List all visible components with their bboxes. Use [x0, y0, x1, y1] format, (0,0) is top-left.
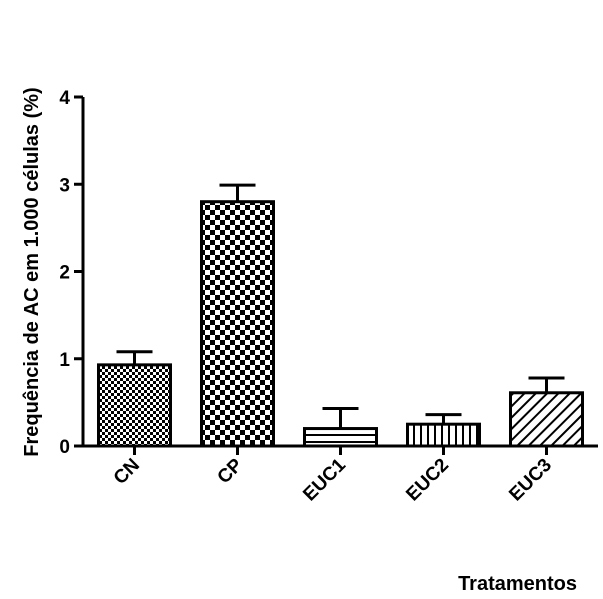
x-tick-label: EUC2: [402, 455, 453, 506]
y-tick-label: 3: [59, 175, 70, 196]
y-tick-label: 4: [59, 88, 70, 109]
bars-layer: [97, 183, 584, 448]
x-tick-label: EUC3: [505, 455, 556, 506]
bar-euc1: [303, 427, 378, 448]
x-tick-label: CP: [214, 454, 248, 488]
y-tick-label: 0: [59, 437, 70, 458]
y-ticks: 0 1 2 3 4: [59, 88, 83, 458]
y-tick-label: 1: [59, 350, 70, 371]
y-axis-label: Frequência de AC em 1.000 células (%): [21, 87, 43, 456]
y-tick-label: 2: [59, 263, 70, 284]
bar-cn: [97, 363, 172, 448]
bar-euc2: [406, 422, 481, 448]
x-ticks: CN CP EUC1 EUC2 EUC3: [110, 446, 556, 505]
bar-euc3: [509, 391, 584, 448]
x-tick-label: CN: [110, 455, 144, 489]
bar-cp: [200, 200, 275, 448]
x-axis-label: Tratamentos: [458, 573, 577, 595]
x-tick-label: EUC1: [299, 454, 350, 505]
